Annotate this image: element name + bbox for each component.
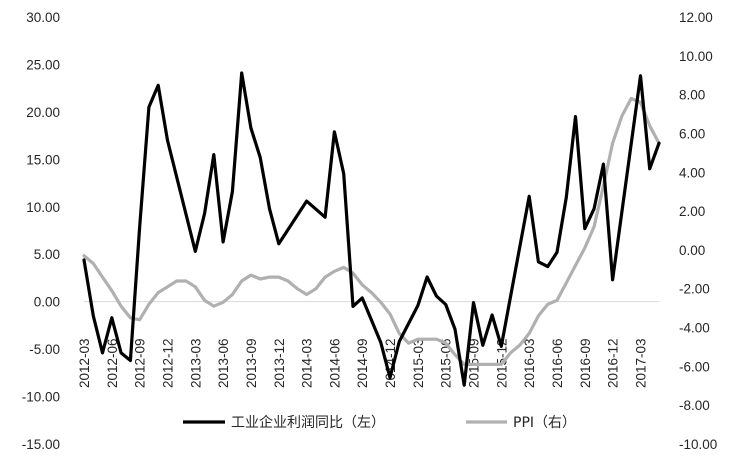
left-axis-tick-label: 5.00 [34,247,60,262]
x-axis-tick-label: 2013-06 [216,338,231,388]
right-axis-tick-label: 12.00 [679,10,713,25]
x-axis-tick-label: 2012-03 [77,338,92,388]
right-axis-tick-label: -2.00 [679,282,710,297]
legend: 工业企业利润同比（左） PPI（右） [183,414,576,431]
x-axis-tick-label: 2013-09 [244,338,259,388]
right-axis-tick-label: 8.00 [679,88,705,103]
series-layer [82,71,661,387]
right-y-axis: 12.00 10.00 8.00 6.00 4.00 2.00 0.00 -2.00 -4.00… [679,10,717,452]
right-axis-tick-label: 4.00 [679,165,705,180]
right-axis-tick-label: 10.00 [679,49,713,64]
right-axis-tick-label: -6.00 [679,359,710,374]
x-axis-tick-label: 2014-12 [383,338,398,388]
x-axis-tick-label: 2014-09 [355,338,370,388]
left-axis-tick-label: -5.00 [29,342,60,357]
x-axis-tick-label: 2013-03 [188,338,203,388]
right-axis-tick-label: 6.00 [679,126,705,141]
left-axis-tick-label: 15.00 [26,152,60,167]
x-axis-tick-label: 2016-09 [578,338,593,388]
left-axis-tick-label: 25.00 [26,57,60,72]
left-axis-tick-label: 20.00 [26,105,60,120]
x-axis-tick-label: 2016-12 [606,338,621,388]
series-line-profit-yoy [82,71,661,387]
right-axis-tick-label: -10.00 [679,437,717,452]
left-axis-tick-label: -15.00 [22,437,60,452]
x-axis-tick-label: 2012-06 [105,338,120,388]
left-axis-tick-label: 10.00 [26,200,60,215]
right-axis-tick-label: 0.00 [679,243,705,258]
right-axis-tick-label: -4.00 [679,321,710,336]
left-axis-tick-label: 30.00 [26,10,60,25]
legend-label-profit-yoy: 工业企业利润同比（左） [231,414,385,431]
series-line-ppi [82,96,661,366]
x-axis-tick-label: 2016-06 [550,338,565,388]
right-axis-tick-label: 2.00 [679,204,705,219]
x-axis-tick-label: 2012-09 [133,338,148,388]
x-axis-tick-label: 2017-03 [633,338,648,388]
right-axis-tick-label: -8.00 [679,398,710,413]
x-axis-tick-label: 2015-03 [411,338,426,388]
x-axis-tick-label: 2012-12 [160,338,175,388]
legend-label-ppi: PPI（右） [513,415,576,431]
left-axis-tick-label: 0.00 [34,295,60,310]
x-axis-tick-label: 2014-03 [300,338,315,388]
x-axis-tick-label: 2013-12 [272,338,287,388]
left-y-axis: 30.00 25.00 20.00 15.00 10.00 5.00 0.00 -5.00 -1… [22,10,60,452]
left-axis-tick-label: -10.00 [22,390,60,405]
x-axis-tick-label: 2014-06 [327,338,342,388]
x-axis-tick-label: 2016-03 [522,338,537,388]
